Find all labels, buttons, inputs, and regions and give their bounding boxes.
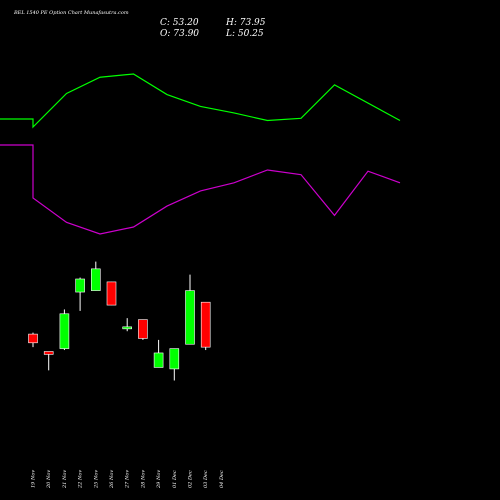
candle-body [59, 313, 70, 349]
candle-body [138, 319, 148, 339]
candle-3 [59, 309, 70, 351]
x-tick-label: 21 Nov [62, 470, 68, 489]
candle-body [169, 348, 180, 370]
x-tick-label: 27 Nov [125, 470, 131, 489]
x-tick-label: 26 Nov [109, 470, 115, 489]
candle-body [200, 301, 211, 348]
close-value: C: 53.20 [160, 18, 199, 28]
x-tick-label: 01 Dec [172, 470, 178, 488]
candle-body [185, 290, 195, 345]
candle-9 [153, 339, 164, 368]
candle-1 [28, 332, 38, 348]
lower-band-line [0, 144, 401, 235]
candle-body [153, 352, 164, 368]
x-tick-label: 20 Nov [46, 470, 52, 489]
upper-band-line [0, 73, 401, 129]
open-value: O: 73.90 [160, 29, 199, 39]
candle-12 [200, 301, 211, 351]
low-value: L: 50.25 [225, 29, 264, 39]
indicator-lines [0, 73, 401, 235]
x-tick-label: 03 Dec [203, 470, 209, 488]
candle-4 [75, 277, 85, 311]
candle-body [75, 278, 85, 293]
candle-11 [185, 274, 195, 345]
high-value: H: 73.95 [225, 18, 266, 28]
x-tick-label: 25 Nov [93, 470, 99, 489]
candle-body [122, 326, 132, 330]
x-axis-ticks: 19 Nov 20 Nov 21 Nov 22 Nov 25 Nov 26 Nov 27 N… [31, 470, 225, 489]
candle-8 [138, 319, 148, 340]
candle-10 [169, 348, 180, 381]
candle-body [43, 351, 54, 355]
x-tick-label: 28 Nov [140, 470, 146, 489]
candle-2 [43, 351, 54, 371]
candle-6 [106, 281, 117, 306]
candles [28, 261, 211, 381]
candle-body [106, 281, 117, 306]
x-tick-label: 04 Dec [219, 470, 225, 488]
candle-7 [122, 318, 132, 332]
candle-body [91, 268, 101, 291]
chart-title: BEL 1540 PE Option Chart Munafasutra.com [13, 10, 129, 16]
candle-body [28, 333, 38, 344]
x-tick-label: 22 Nov [78, 470, 84, 489]
x-tick-label: 29 Nov [156, 470, 162, 489]
x-tick-label: 19 Nov [31, 470, 37, 488]
candle-5 [91, 261, 101, 291]
x-tick-label: 02 Dec [188, 470, 194, 488]
